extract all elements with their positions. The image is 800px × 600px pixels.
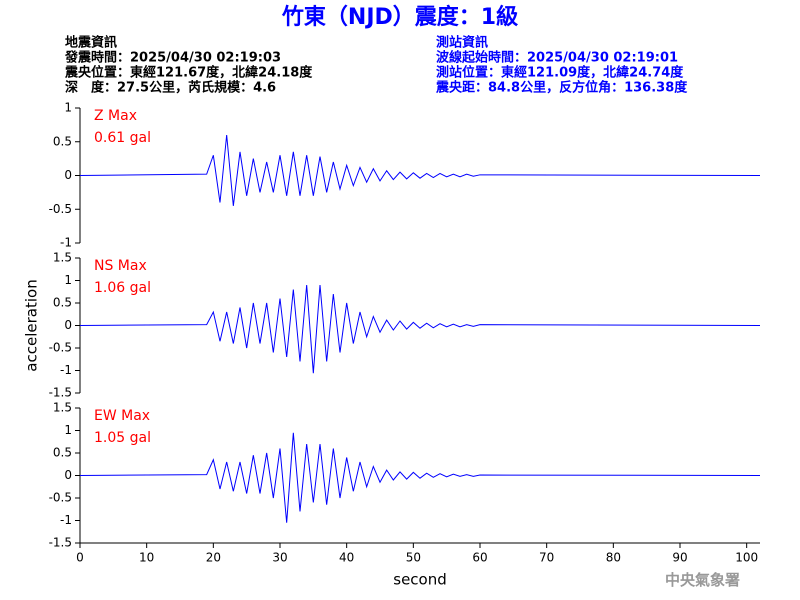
- info-line: 震央位置：東經121.67度，北緯24.18度: [64, 65, 313, 81]
- peak-value: 1.05 gal: [94, 430, 151, 446]
- x-tick-label: 100: [735, 551, 758, 565]
- waveform: [79, 432, 761, 523]
- y-tick-label: -1.5: [49, 386, 72, 400]
- peak-value: 0.61 gal: [94, 130, 151, 146]
- y-tick-label: 1: [64, 423, 72, 437]
- x-tick-label: 90: [672, 551, 687, 565]
- y-tick-label: 1: [64, 273, 72, 287]
- y-axis-label: acceleration: [23, 279, 41, 371]
- y-tick-label: 0.5: [53, 446, 72, 460]
- y-tick-label: -1: [60, 363, 72, 377]
- x-axis-label: second: [393, 571, 447, 589]
- chart-title: 竹東（NJD）震度：1級: [281, 4, 518, 30]
- peak-value: 1.06 gal: [94, 280, 151, 296]
- component-label: NS Max: [94, 258, 147, 274]
- x-tick-label: 60: [472, 551, 487, 565]
- waveform: [79, 284, 761, 374]
- agency: 中央氣象署: [665, 571, 740, 589]
- x-tick-label: 70: [539, 551, 554, 565]
- y-tick-label: -0.5: [49, 341, 72, 355]
- y-tick-label: -1: [60, 513, 72, 527]
- info-line: 測站位置：東經121.09度，北緯24.74度: [436, 65, 684, 81]
- x-tick-label: 50: [406, 551, 421, 565]
- waveform: [79, 134, 761, 206]
- info-line: 波線起始時間：2025/04/30 02:19:01: [436, 50, 678, 66]
- y-tick-label: -1: [60, 236, 72, 250]
- y-tick-label: 0: [64, 468, 72, 482]
- y-tick-label: -1.5: [49, 536, 72, 550]
- info-line: 地震資訊: [65, 35, 117, 51]
- x-tick-label: 40: [339, 551, 354, 565]
- y-tick-label: -0.5: [49, 491, 72, 505]
- y-tick-label: 1.5: [53, 251, 72, 265]
- component-label: Z Max: [94, 108, 137, 124]
- info-line: 深 度：27.5公里，芮氏規模：4.6: [65, 80, 276, 96]
- info-line: 測站資訊: [436, 35, 488, 51]
- y-tick-label: 1.5: [53, 401, 72, 415]
- y-tick-label: 0.5: [53, 296, 72, 310]
- component-label: EW Max: [94, 408, 150, 424]
- y-tick-label: 0: [64, 168, 72, 182]
- x-tick-label: 30: [272, 551, 287, 565]
- x-tick-label: 10: [139, 551, 154, 565]
- y-tick-label: 1: [64, 101, 72, 115]
- x-tick-label: 80: [606, 551, 621, 565]
- y-tick-label: 0.5: [53, 134, 72, 148]
- info-line: 震央距：84.8公里，反方位角：136.38度: [435, 80, 688, 96]
- y-tick-label: -0.5: [49, 202, 72, 216]
- x-tick-label: 20: [206, 551, 221, 565]
- x-tick-label: 0: [76, 551, 84, 565]
- y-tick-label: 0: [64, 318, 72, 332]
- info-line: 發震時間：2025/04/30 02:19:03: [64, 50, 281, 66]
